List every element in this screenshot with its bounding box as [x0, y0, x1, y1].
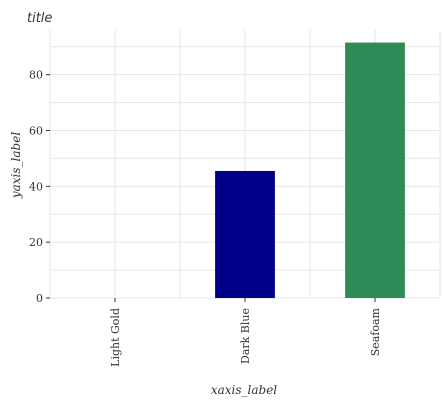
x-axis-ticks: Light Gold Dark Blue Seafoam	[109, 298, 382, 367]
y-tick-label: 60	[29, 125, 43, 138]
y-axis-ticks: 0 20 40 60 80	[29, 69, 50, 305]
x-tick-label: Dark Blue	[239, 308, 252, 364]
y-axis-title: yaxis_label	[9, 132, 23, 199]
x-tick-label: Light Gold	[109, 308, 122, 367]
y-tick-label: 40	[29, 180, 43, 193]
y-tick-label: 80	[29, 69, 43, 82]
y-tick-label: 20	[29, 236, 43, 249]
bar-seafoam	[345, 42, 405, 298]
x-tick-label: Seafoam	[369, 307, 382, 356]
chart-title: title	[27, 11, 52, 26]
x-axis-title: xaxis_label	[211, 383, 277, 397]
bar-dark-blue	[215, 170, 275, 298]
y-tick-label: 0	[36, 292, 43, 305]
bars	[215, 42, 405, 298]
